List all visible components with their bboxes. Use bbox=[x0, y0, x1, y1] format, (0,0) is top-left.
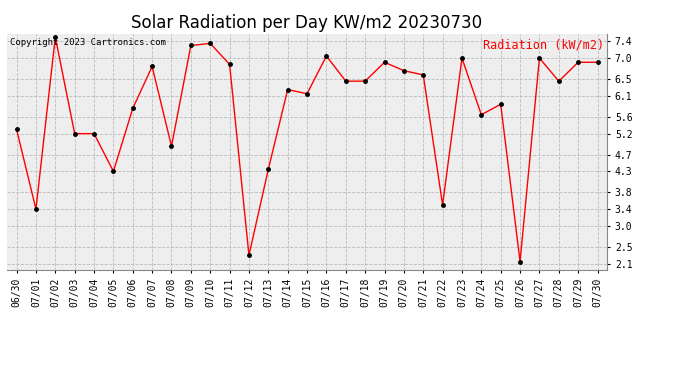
Title: Solar Radiation per Day KW/m2 20230730: Solar Radiation per Day KW/m2 20230730 bbox=[132, 14, 482, 32]
Text: Radiation (kW/m2): Radiation (kW/m2) bbox=[483, 39, 604, 51]
Text: Copyright 2023 Cartronics.com: Copyright 2023 Cartronics.com bbox=[10, 39, 166, 48]
